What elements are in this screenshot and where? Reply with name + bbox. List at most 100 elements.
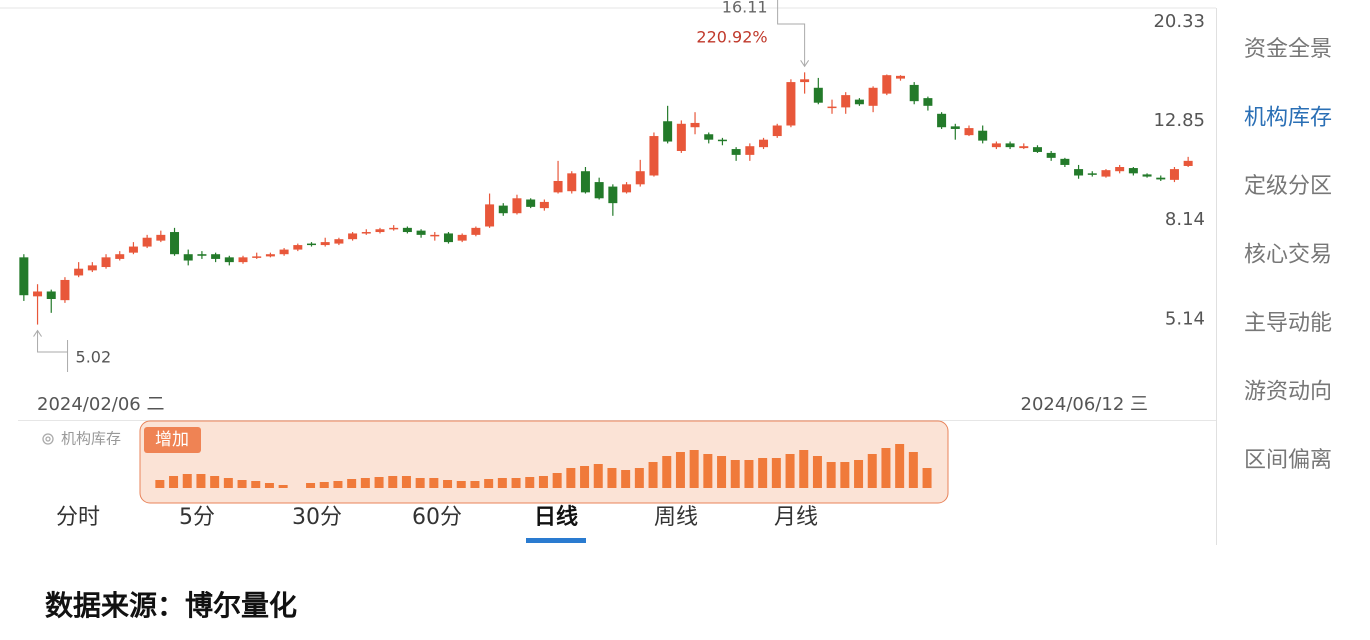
candle-body <box>676 123 686 151</box>
volume-bar <box>401 476 411 488</box>
candle-body <box>1005 143 1015 148</box>
candle-body <box>375 229 385 233</box>
candle-body <box>87 265 97 271</box>
tag-label: 增加 <box>155 430 189 450</box>
volume-bar <box>525 477 535 488</box>
candle-body <box>60 279 70 301</box>
volume-bar <box>580 466 590 488</box>
volume-bar <box>388 476 398 488</box>
volume-bar <box>634 468 644 488</box>
tab[interactable]: 月线 <box>774 505 818 530</box>
candle-body <box>717 139 727 142</box>
volume-bar <box>867 454 877 488</box>
sidebar-item[interactable]: 区间偏离 <box>1244 448 1332 473</box>
tab[interactable]: 周线 <box>654 505 698 530</box>
candle-body <box>471 227 481 235</box>
y-tick-label: 5.14 <box>1165 308 1205 329</box>
volume-bar <box>881 448 891 488</box>
candle-body <box>170 232 180 255</box>
tab[interactable]: 日线 <box>534 504 578 530</box>
sidebar-item[interactable]: 机构库存 <box>1244 106 1332 131</box>
volume-bar <box>607 468 617 488</box>
y-tick-label: 8.14 <box>1165 209 1205 230</box>
volume-bar <box>895 444 905 488</box>
candle-body <box>1046 152 1056 158</box>
candle-body <box>690 122 700 128</box>
volume-bar <box>470 481 480 488</box>
volume-bar <box>717 456 727 488</box>
tab[interactable]: 30分 <box>292 505 342 530</box>
volume-bar <box>744 460 754 488</box>
volume-bar <box>484 479 494 488</box>
candle-body <box>293 245 303 250</box>
candle-body <box>485 204 495 227</box>
candle-body <box>183 254 193 261</box>
max-arrow <box>800 60 810 68</box>
volume-bar <box>278 485 288 488</box>
volume-bar <box>758 458 768 488</box>
tab[interactable]: 分时 <box>56 505 100 530</box>
candle-body <box>896 75 905 79</box>
tag-box <box>144 427 201 453</box>
candle-body <box>813 87 823 103</box>
candle-body <box>265 254 275 257</box>
sidebar-item[interactable]: 游资动向 <box>1244 380 1332 405</box>
candle-body <box>772 125 782 137</box>
candle-body <box>430 234 440 237</box>
volume-bar <box>456 481 466 488</box>
volume-bar <box>347 479 357 488</box>
tab[interactable]: 60分 <box>412 505 462 530</box>
volume-bar <box>251 481 261 488</box>
candle-body <box>238 257 248 263</box>
candle-body <box>759 139 769 148</box>
candle-body <box>786 82 796 126</box>
volume-bar <box>812 456 822 488</box>
volume-bar <box>210 476 220 488</box>
candle-body <box>389 227 399 230</box>
volume-bar <box>854 460 864 488</box>
volume-label: 机构库存 <box>61 430 121 448</box>
volume-bar <box>593 464 603 488</box>
candle-body <box>608 186 618 204</box>
candle-body <box>991 143 1001 148</box>
volume-bar <box>415 478 425 488</box>
volume-bar <box>511 478 521 488</box>
sidebar-item[interactable]: 主导动能 <box>1244 311 1332 336</box>
volume-bar <box>497 478 507 488</box>
change-label: 220.92% <box>696 28 767 47</box>
volume-bar <box>799 450 809 488</box>
candle-body <box>74 268 84 276</box>
candle-body <box>512 198 522 214</box>
max-leader <box>777 0 806 67</box>
sidebar-item[interactable]: 核心交易 <box>1244 243 1332 268</box>
volume-bar <box>223 478 233 488</box>
candle-body <box>704 134 714 140</box>
candle-body <box>649 136 659 176</box>
volume-bar <box>621 470 631 488</box>
candle-body <box>1142 174 1152 177</box>
candle-body <box>622 184 632 193</box>
candle-body <box>443 233 453 243</box>
candle-body <box>1156 177 1166 180</box>
candle-body <box>19 257 29 296</box>
volume-bar <box>237 480 247 488</box>
volume-bar <box>169 476 179 488</box>
sidebar-item[interactable]: 定级分区 <box>1244 174 1332 199</box>
candle-body <box>1128 168 1138 174</box>
min-arrow <box>33 329 42 337</box>
tab[interactable]: 5分 <box>179 505 215 530</box>
min-label: 5.02 <box>76 348 112 367</box>
volume-bar <box>826 462 836 488</box>
volume-bar <box>319 482 329 488</box>
x-start-label: 2024/02/06 二 <box>37 394 164 415</box>
candle-body <box>745 146 755 155</box>
candle-body <box>279 249 289 255</box>
volume-bar <box>689 450 699 488</box>
candle-body <box>635 171 645 185</box>
volume-bar <box>538 476 548 488</box>
sidebar-item[interactable]: 资金全景 <box>1244 37 1332 62</box>
candle-body <box>211 254 221 259</box>
candle-body <box>348 233 358 240</box>
